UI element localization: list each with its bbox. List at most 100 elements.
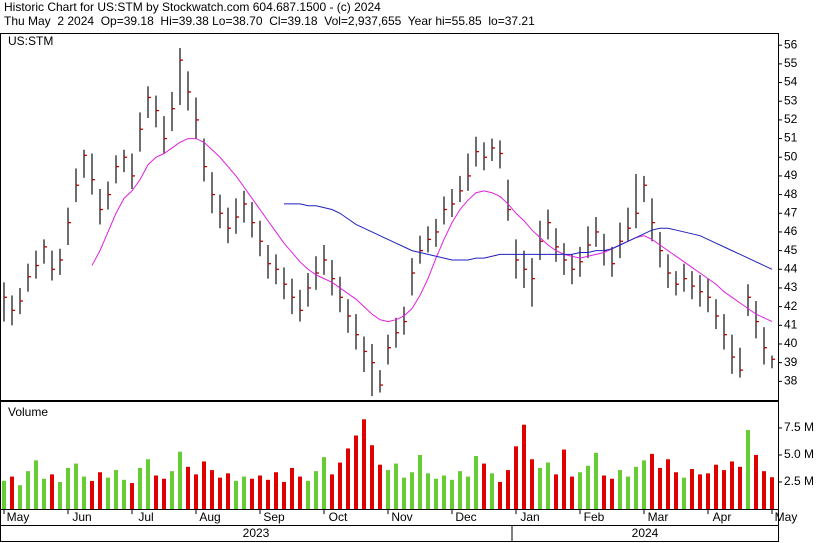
x-tick-label: Nov bbox=[391, 510, 412, 524]
volume-bar bbox=[178, 451, 182, 509]
volume-bar bbox=[266, 479, 270, 509]
volume-bar bbox=[290, 467, 294, 509]
volume-bar bbox=[498, 481, 502, 509]
y-tick-label: 55 bbox=[784, 56, 798, 70]
volume-bar bbox=[74, 463, 78, 509]
volume-bar bbox=[202, 461, 206, 509]
y-tick-label: 2.5 M bbox=[784, 474, 814, 488]
volume-bar bbox=[522, 424, 526, 509]
volume-bar bbox=[66, 467, 70, 509]
volume-bar bbox=[754, 454, 758, 509]
volume-bar bbox=[570, 476, 574, 509]
volume-bar bbox=[658, 467, 662, 509]
volume-bar bbox=[10, 476, 14, 509]
volume-bar bbox=[442, 475, 446, 509]
volume-bar bbox=[194, 474, 198, 509]
volume-bar bbox=[650, 453, 654, 509]
volume-bar bbox=[722, 470, 726, 509]
x-tick-label: Aug bbox=[199, 510, 220, 524]
y-tick-label: 7.5 M bbox=[784, 420, 814, 434]
volume-bar bbox=[482, 463, 486, 509]
x-tick-label: Dec bbox=[455, 510, 476, 524]
volume-bar bbox=[2, 480, 6, 509]
volume-bar bbox=[314, 471, 318, 509]
y-tick-label: 5.0 M bbox=[784, 447, 814, 461]
y-tick-label: 46 bbox=[784, 224, 798, 238]
volume-bar bbox=[738, 466, 742, 509]
volume-bar bbox=[602, 475, 606, 509]
y-tick-label: 49 bbox=[784, 168, 798, 182]
x-tick-label: May bbox=[7, 510, 30, 524]
volume-bar bbox=[626, 476, 630, 509]
price-panel bbox=[0, 33, 779, 401]
y-tick-label: 52 bbox=[784, 112, 798, 126]
x-tick-label: Jan bbox=[520, 510, 539, 524]
volume-bar bbox=[26, 471, 30, 509]
volume-bar bbox=[226, 473, 230, 509]
volume-bar bbox=[578, 472, 582, 509]
x-tick-label: Mar bbox=[648, 510, 669, 524]
volume-bar bbox=[50, 474, 54, 509]
year-axis bbox=[0, 525, 779, 542]
x-tick-label: Jul bbox=[138, 510, 153, 524]
y-tick-label: 44 bbox=[784, 261, 798, 275]
volume-bar bbox=[370, 445, 374, 509]
volume-bar bbox=[242, 476, 246, 509]
volume-bar bbox=[562, 449, 566, 509]
volume-bar bbox=[378, 464, 382, 509]
y-tick-label: 48 bbox=[784, 187, 798, 201]
volume-bar bbox=[306, 480, 310, 509]
moving-average bbox=[91, 138, 773, 323]
volume-bar bbox=[298, 476, 302, 509]
year-label: 2023 bbox=[243, 526, 270, 540]
x-tick-label: May bbox=[775, 510, 798, 524]
y-tick-label: 45 bbox=[784, 243, 798, 257]
y-tick-label: 38 bbox=[784, 373, 798, 387]
volume-bar bbox=[122, 479, 126, 509]
volume-bar bbox=[114, 470, 118, 509]
volume-bar bbox=[322, 457, 326, 509]
volume-bar bbox=[58, 481, 62, 509]
y-tick-label: 42 bbox=[784, 299, 798, 313]
y-tick-label: 43 bbox=[784, 280, 798, 294]
volume-bar bbox=[330, 474, 334, 509]
volume-bar bbox=[410, 472, 414, 509]
y-tick-label: 39 bbox=[784, 355, 798, 369]
volume-bar bbox=[514, 446, 518, 509]
volume-bar bbox=[594, 452, 598, 509]
volume-bar bbox=[82, 476, 86, 509]
volume-bar bbox=[474, 456, 478, 509]
volume-bar bbox=[762, 471, 766, 509]
x-tick-label: Jun bbox=[72, 510, 91, 524]
volume-bar bbox=[458, 471, 462, 509]
volume-bar bbox=[714, 464, 718, 509]
volume-bar bbox=[362, 419, 366, 509]
volume-bar bbox=[34, 460, 38, 509]
volume-bar bbox=[130, 483, 134, 509]
volume-bar bbox=[450, 479, 454, 509]
volume-bar bbox=[530, 459, 534, 509]
volume-bar bbox=[466, 476, 470, 509]
volume-bar bbox=[170, 471, 174, 509]
y-tick-label: 40 bbox=[784, 336, 798, 350]
volume-bar bbox=[138, 467, 142, 509]
volume-bar bbox=[490, 473, 494, 509]
volume-bar bbox=[402, 477, 406, 509]
y-tick-label: 47 bbox=[784, 205, 798, 219]
volume-bar bbox=[634, 466, 638, 509]
y-tick-label: 56 bbox=[784, 37, 798, 51]
moving-average bbox=[284, 203, 773, 270]
volume-bar bbox=[666, 459, 670, 509]
volume-bar bbox=[210, 470, 214, 509]
volume-bar bbox=[18, 485, 22, 509]
volume-bar bbox=[706, 473, 710, 509]
volume-bar bbox=[690, 469, 694, 509]
volume-bar bbox=[554, 474, 558, 509]
x-tick-label: Apr bbox=[713, 510, 732, 524]
symbol-label: US:STM bbox=[8, 34, 53, 48]
volume-bar bbox=[154, 475, 158, 509]
header-quote: Thu May 2 2024 Op=39.18 Hi=39.38 Lo=38.7… bbox=[4, 14, 535, 28]
volume-bar bbox=[586, 465, 590, 509]
volume-bar bbox=[258, 475, 262, 509]
